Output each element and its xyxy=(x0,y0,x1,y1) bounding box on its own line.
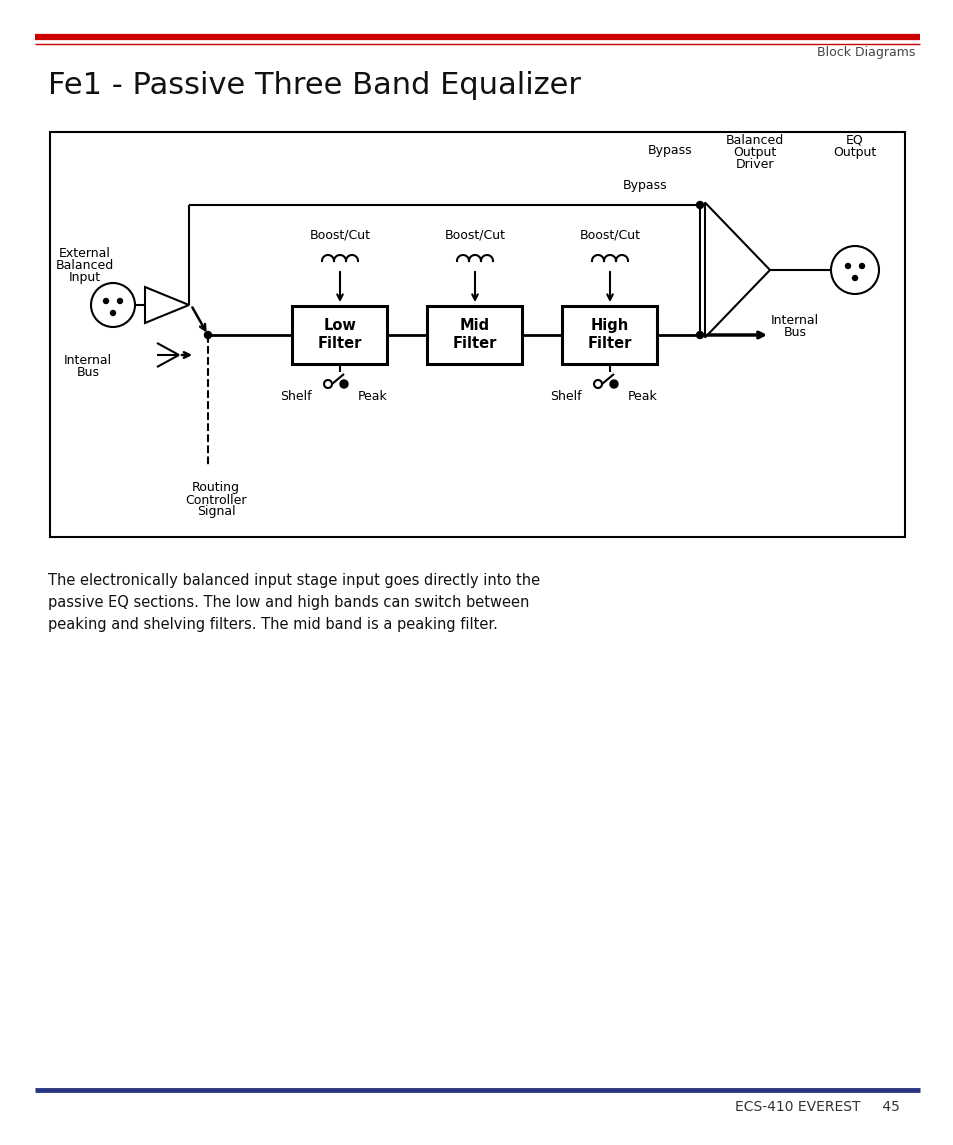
Circle shape xyxy=(852,276,857,281)
Text: peaking and shelving filters. The mid band is a peaking filter.: peaking and shelving filters. The mid ba… xyxy=(48,616,497,632)
Text: Shelf: Shelf xyxy=(550,389,581,403)
Text: Boost/Cut: Boost/Cut xyxy=(309,229,370,242)
Text: Mid: Mid xyxy=(459,317,490,332)
Text: Bypass: Bypass xyxy=(622,179,666,191)
Text: Routing: Routing xyxy=(192,482,240,495)
Text: Peak: Peak xyxy=(627,389,657,403)
Text: Bus: Bus xyxy=(76,365,99,379)
Text: Internal: Internal xyxy=(64,354,112,366)
Text: Internal: Internal xyxy=(770,314,819,326)
Circle shape xyxy=(111,310,115,316)
Text: Input: Input xyxy=(69,270,101,284)
Text: External: External xyxy=(59,246,111,260)
Circle shape xyxy=(324,380,332,388)
Text: Balanced: Balanced xyxy=(56,259,114,271)
Text: Output: Output xyxy=(833,145,876,158)
Circle shape xyxy=(91,283,135,327)
Text: Boost/Cut: Boost/Cut xyxy=(444,229,505,242)
Text: Block Diagrams: Block Diagrams xyxy=(816,46,914,58)
Bar xyxy=(562,306,657,364)
Circle shape xyxy=(859,263,863,268)
Text: Filter: Filter xyxy=(587,335,632,350)
Circle shape xyxy=(204,332,212,339)
Text: Low: Low xyxy=(323,317,356,332)
Circle shape xyxy=(103,299,109,303)
Circle shape xyxy=(844,263,850,268)
Text: The electronically balanced input stage input goes directly into the: The electronically balanced input stage … xyxy=(48,572,539,587)
Bar xyxy=(427,306,522,364)
Circle shape xyxy=(117,299,122,303)
Text: Driver: Driver xyxy=(735,158,774,171)
Text: Fe1 - Passive Three Band Equalizer: Fe1 - Passive Three Band Equalizer xyxy=(48,71,580,100)
Bar xyxy=(50,132,904,537)
Text: passive EQ sections. The low and high bands can switch between: passive EQ sections. The low and high ba… xyxy=(48,594,529,609)
Text: ECS-410 EVEREST     45: ECS-410 EVEREST 45 xyxy=(735,1100,899,1114)
Circle shape xyxy=(609,380,618,388)
Text: High: High xyxy=(590,317,628,332)
Text: Balanced: Balanced xyxy=(725,134,783,147)
Text: Bus: Bus xyxy=(782,325,805,339)
Circle shape xyxy=(696,202,702,208)
Text: Bypass: Bypass xyxy=(647,143,692,157)
Text: Peak: Peak xyxy=(357,389,387,403)
Circle shape xyxy=(696,332,702,339)
Text: Shelf: Shelf xyxy=(280,389,312,403)
Text: Controller: Controller xyxy=(185,493,247,506)
Text: Signal: Signal xyxy=(196,505,235,519)
Bar xyxy=(293,306,387,364)
Text: Output: Output xyxy=(733,145,776,158)
Text: Boost/Cut: Boost/Cut xyxy=(578,229,639,242)
Text: EQ: EQ xyxy=(845,134,863,147)
Circle shape xyxy=(830,246,878,294)
Text: Filter: Filter xyxy=(317,335,362,350)
Circle shape xyxy=(339,380,348,388)
Circle shape xyxy=(594,380,601,388)
Text: Filter: Filter xyxy=(453,335,497,350)
